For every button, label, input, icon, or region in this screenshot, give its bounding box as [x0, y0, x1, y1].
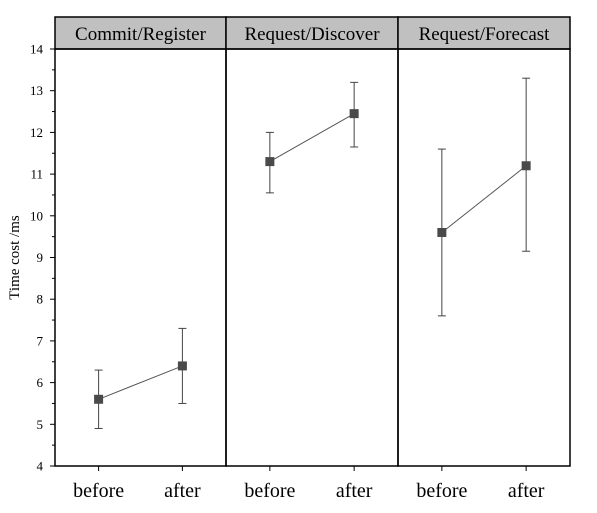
panel-2: Request/Discover: [225, 16, 399, 471]
panel-header: [54, 16, 227, 50]
series-line: [269, 113, 355, 163]
x-tick-label: after: [508, 480, 545, 502]
panel-1: Commit/Register: [54, 16, 227, 471]
series-line: [441, 165, 527, 233]
labels-layer: before after before after before after: [73, 480, 545, 502]
y-tick-label: 4: [37, 459, 44, 474]
y-tick-label: 7: [37, 333, 44, 348]
y-tick-label: 11: [30, 167, 43, 182]
y-tick-label: 13: [30, 83, 43, 98]
panel-title: Request/Discover: [244, 24, 380, 45]
x-tick-label: before: [244, 480, 295, 502]
panel-3: Request/Forecast: [397, 16, 571, 471]
series-line: [98, 365, 183, 400]
panel-title: Request/Forecast: [419, 24, 551, 45]
x-tick-label: before: [73, 480, 124, 502]
y-tick-label: 9: [37, 250, 44, 265]
y-tick-label: 5: [37, 417, 44, 432]
y-tick-label: 12: [30, 125, 43, 140]
y-axis-label: Time cost /ms: [7, 215, 23, 300]
y-tick-label: 6: [37, 375, 44, 390]
y-tick-label: 14: [30, 42, 44, 57]
data-point: [437, 227, 447, 237]
data-point: [177, 361, 187, 371]
panel-title: Commit/Register: [75, 24, 207, 45]
data-point: [349, 109, 359, 119]
x-tick-label: after: [164, 480, 201, 502]
data-point: [94, 394, 104, 404]
data-point: [521, 161, 531, 171]
panel-frame: [397, 48, 571, 467]
panels-layer: Commit/Register Request/Discover Request/F…: [54, 16, 571, 471]
y-axis-layer: 4 5 6 7 8 9 10 11 12 13 14 Time cost /ms: [7, 42, 55, 474]
data-point: [265, 157, 275, 167]
y-tick-label: 8: [37, 292, 44, 307]
panel-frame: [225, 48, 399, 467]
x-tick-label: after: [336, 480, 373, 502]
y-tick-label: 10: [30, 208, 43, 223]
x-tick-label: before: [416, 480, 467, 502]
panel-frame: [54, 48, 227, 467]
